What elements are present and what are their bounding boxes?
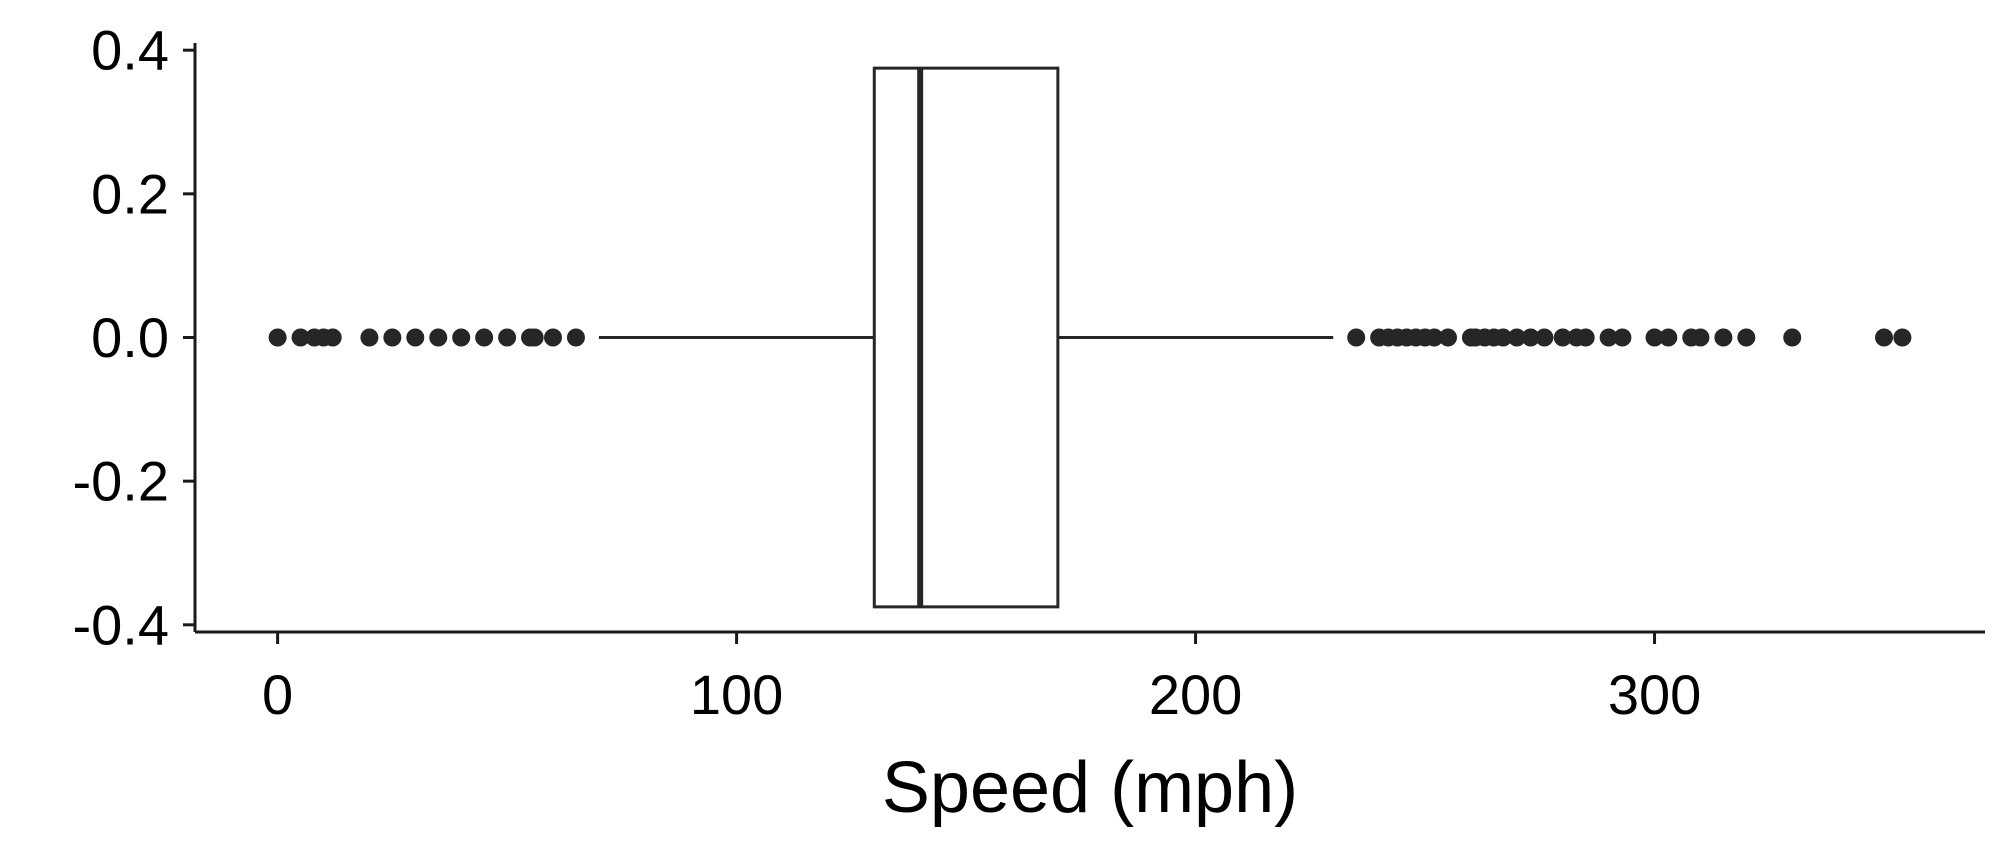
outlier-point [1613, 328, 1632, 347]
outlier-point [291, 328, 310, 347]
outlier-point [1737, 328, 1756, 347]
outlier-point [1893, 328, 1912, 347]
outlier-point [1494, 328, 1513, 347]
outlier-point [498, 328, 517, 347]
interquartile-box [872, 66, 1060, 609]
outlier-point [383, 328, 402, 347]
y-tick-label: 0.2 [91, 162, 169, 225]
outlier-point [1599, 328, 1618, 347]
outlier-point [406, 328, 425, 347]
x-axis-ticks: 0 100 200 300 [262, 632, 1701, 726]
outlier-point [1507, 328, 1526, 347]
box-plot [598, 66, 1334, 609]
outlier-points [268, 328, 1912, 347]
y-tick-label: -0.2 [73, 450, 170, 513]
outlier-point [1659, 328, 1678, 347]
y-tick-label: 0.0 [91, 306, 169, 369]
outlier-point [268, 328, 287, 347]
outlier-point [1439, 328, 1457, 347]
outlier-point [1714, 328, 1733, 347]
outlier-point [1425, 328, 1444, 347]
outlier-point [544, 328, 562, 347]
outlier-point [1553, 328, 1572, 347]
x-tick-label: 0 [262, 663, 293, 726]
outlier-point [525, 328, 544, 347]
outlier-point [429, 328, 448, 347]
outlier-point [323, 328, 342, 347]
x-tick-label: 100 [690, 663, 783, 726]
y-tick-label: -0.4 [73, 593, 170, 656]
x-tick-label: 200 [1149, 663, 1242, 726]
outlier-point [1535, 328, 1554, 347]
outlier-point [566, 328, 585, 347]
x-tick-label: 300 [1608, 663, 1701, 726]
x-axis-title: Speed (mph) [882, 748, 1298, 828]
y-tick-label: 0.4 [91, 19, 169, 82]
outlier-point [1521, 328, 1540, 347]
outlier-point [1875, 328, 1894, 347]
outlier-point [452, 328, 471, 347]
outlier-point [1576, 328, 1595, 347]
outlier-point [475, 328, 494, 347]
y-axis-ticks: 0.4 0.2 0.0 -0.2 -0.4 [73, 19, 195, 656]
outlier-point [1347, 328, 1366, 347]
outlier-point [1783, 328, 1802, 347]
outlier-point [1645, 328, 1664, 347]
outlier-point [1691, 328, 1710, 347]
outlier-point [360, 328, 379, 347]
